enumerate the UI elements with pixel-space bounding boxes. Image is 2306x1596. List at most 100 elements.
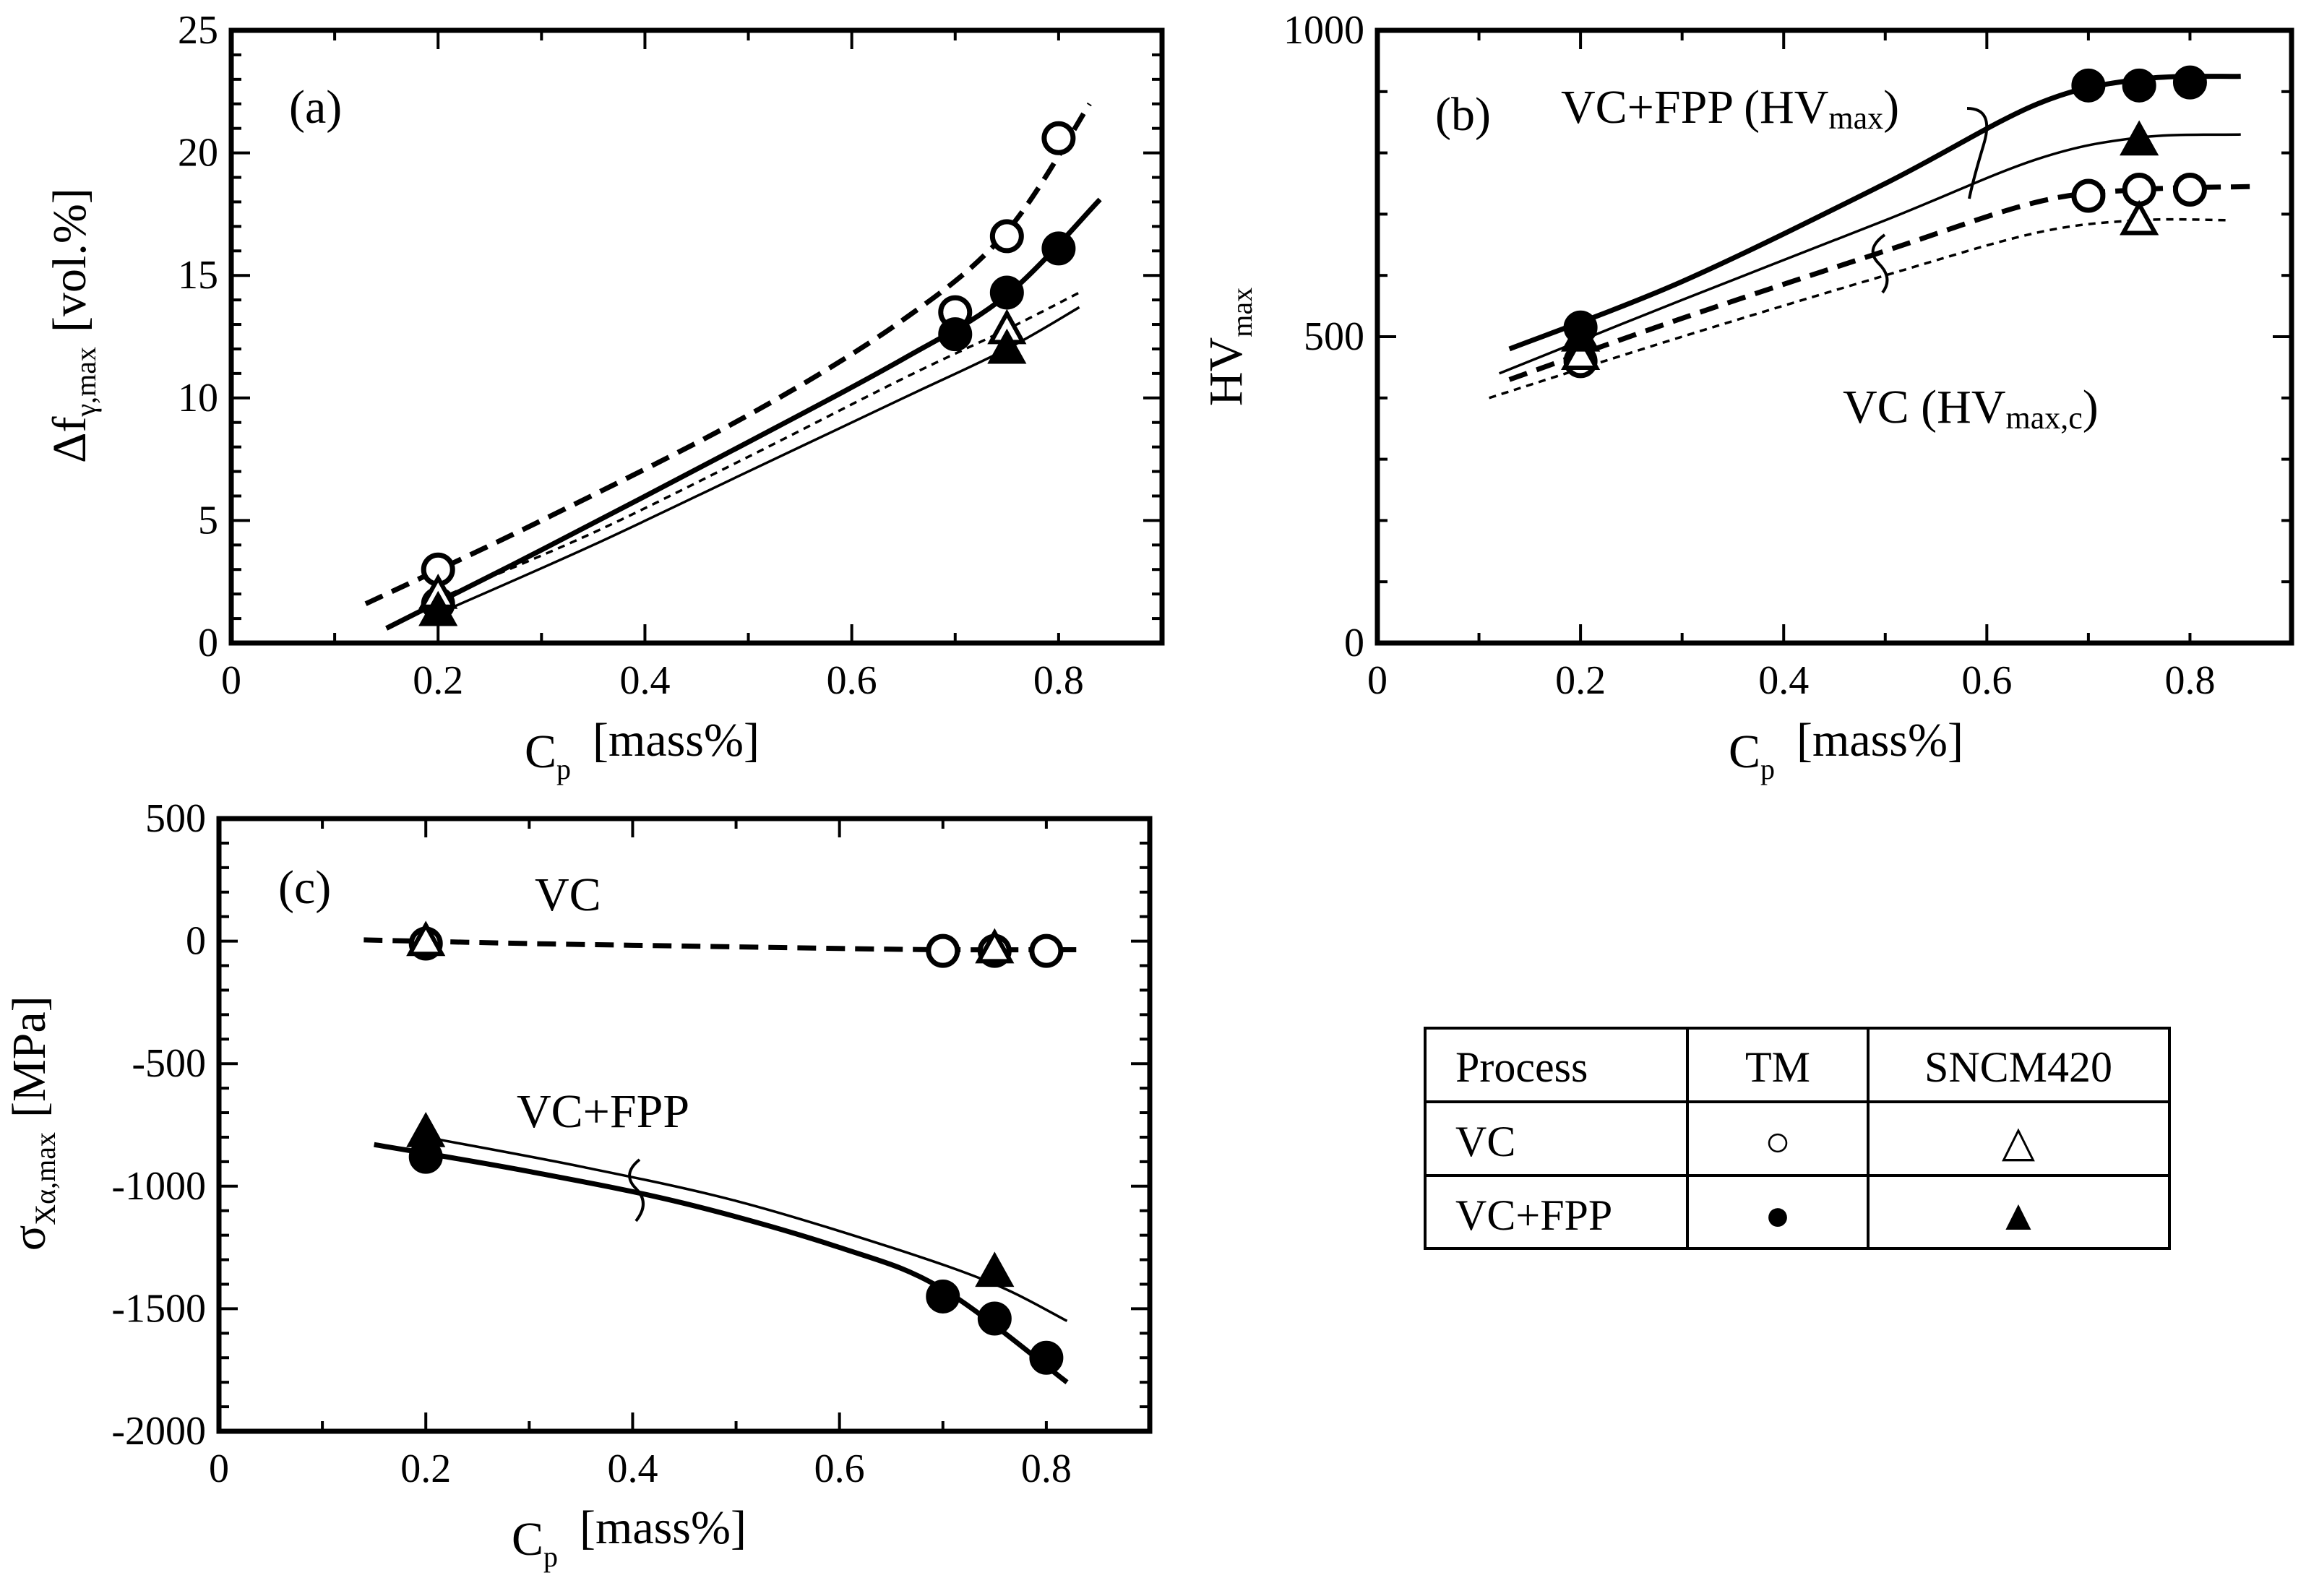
- panel-c: 0 0.2 0.4 0.6 0.8 -2000 -1500 -1000 -500 0 500 (c)…: [3, 796, 1153, 1573]
- panel-c-y-tick-label: -2000: [111, 1409, 206, 1454]
- legend-filled-circle-symbol: ●: [1765, 1191, 1791, 1239]
- panel-b-bracket-vcfpp: [1966, 107, 1989, 199]
- panel-b-x-tick-label: 0.8: [2164, 658, 2215, 703]
- panel-a-y-tick-label: 20: [178, 131, 218, 176]
- panel-c-bracket-vcfpp: [628, 1158, 645, 1222]
- panel-b-open-circle-marker: [2122, 172, 2156, 207]
- panel-a-xlabel-unit: [mass%]: [593, 714, 760, 767]
- panel-b-xlabel-unit: [mass%]: [1797, 714, 1963, 767]
- panel-c-fit-curve: [374, 1142, 1069, 1384]
- legend-row-process: VC+FPP: [1455, 1191, 1612, 1239]
- panel-b-markers: [1561, 65, 2207, 379]
- panel-c-ticks: 0 0.2 0.4 0.6 0.8 -2000 -1500 -1000 -500 0 500: [111, 796, 1151, 1491]
- panel-c-y-tick-label: -1500: [111, 1286, 206, 1331]
- panel-a-filled-circle-marker: [989, 275, 1024, 310]
- panel-c-y-tick-label: -500: [132, 1041, 206, 1086]
- panel-c-y-tick-label: -1000: [111, 1164, 206, 1209]
- legend-table: Process TM SNCM420 VC ○ △ VC+FPP ● ▲: [1424, 1027, 2171, 1250]
- panel-a-x-tick-label: 0.6: [827, 658, 877, 703]
- panel-b-filled-circle-marker: [2122, 68, 2156, 103]
- legend-header-process: Process: [1455, 1043, 1588, 1091]
- legend-header-sncm420: SNCM420: [1924, 1043, 2112, 1091]
- panel-c-x-tick-label: 0: [209, 1446, 229, 1491]
- panel-a-filled-circle-marker: [938, 317, 973, 352]
- panel-a-y-tick-label: 0: [198, 621, 218, 665]
- legend-open-triangle-symbol: △: [2002, 1118, 2035, 1165]
- panel-b-fit-curve: [1489, 217, 2231, 400]
- panel-c-filled-circle-marker: [1029, 1340, 1064, 1375]
- panel-a-filled-triangle-marker: [987, 328, 1027, 364]
- panel-b-x-tick-label: 0: [1367, 658, 1388, 703]
- panel-a-frame: [228, 27, 1165, 646]
- panel-c-filled-circle-marker: [977, 1301, 1012, 1336]
- legend-header-tm: TM: [1745, 1043, 1810, 1091]
- panel-b-ylabel: HVmax: [1200, 288, 1258, 406]
- panel-a-y-tick-label: 10: [178, 376, 218, 420]
- panel-c-open-circle-marker: [926, 933, 960, 968]
- panel-b-y-tick-label: 500: [1304, 314, 1364, 359]
- panel-b-annotation-vcfpp: VC+FPP (HVmax): [1561, 81, 1899, 136]
- panel-c-xlabel: Cp: [512, 1513, 558, 1573]
- panel-a-ylabel: Δfγ,max [vol.%]: [43, 188, 102, 463]
- legend-table-border: [1424, 1027, 2171, 1250]
- panel-a-y-tick-label: 5: [198, 498, 218, 543]
- panel-a-x-tick-label: 0.2: [413, 658, 463, 703]
- panel-a-y-tick-label: 15: [178, 253, 218, 298]
- panel-a-x-tick-label: 0.4: [619, 658, 670, 703]
- panel-b-y-tick-label: 0: [1344, 621, 1364, 665]
- panel-b-xlabel: Cp: [1729, 725, 1775, 785]
- panel-a-y-tick-label: 25: [178, 8, 218, 53]
- panel-a-ticks: 0 0.2 0.4 0.6 0.8 0 5 10 15 20 25: [178, 8, 1163, 703]
- panel-b-filled-triangle-marker: [1561, 316, 1601, 352]
- panel-b-filled-circle-marker: [2071, 68, 2106, 103]
- panel-a-fit-curve: [385, 197, 1102, 631]
- panel-c-open-circle-marker: [1029, 933, 1064, 968]
- panel-c-label: (c): [278, 861, 331, 914]
- panel-c-x-tick-label: 0.8: [1021, 1446, 1072, 1491]
- panel-a-filled-triangle-marker: [418, 590, 458, 626]
- panel-c-open-triangle-marker: [406, 920, 446, 957]
- panel-b-filled-circle-marker: [2172, 65, 2207, 100]
- svg-text:[MPa]: [MPa]: [3, 996, 56, 1118]
- panel-b-ticks: 0 0.2 0.4 0.6 0.8 0 500 1000: [1283, 8, 2293, 703]
- legend-filled-triangle-symbol: ▲: [1997, 1191, 2039, 1239]
- panel-a-x-tick-label: 0.8: [1033, 658, 1084, 703]
- panel-a-x-tick-label: 0: [221, 658, 241, 703]
- panel-b-filled-triangle-marker: [2120, 120, 2159, 156]
- panel-a-filled-circle-marker: [1041, 231, 1076, 266]
- panel-a-fit-curve: [437, 306, 1080, 615]
- panel-c-x-tick-label: 0.4: [607, 1446, 658, 1491]
- panel-c-open-triangle-marker: [975, 928, 1015, 964]
- panel-a: 0 0.2 0.4 0.6 0.8 0 5 10 15 20 25 (a) Cp [mass%] Δ…: [43, 8, 1165, 785]
- panel-a-curves: [364, 102, 1102, 631]
- panel-c-y-tick-label: 500: [145, 796, 206, 841]
- panel-b-open-circle-marker: [2071, 178, 2106, 213]
- panel-a-xlabel: Cp: [525, 725, 571, 785]
- panel-b-open-triangle-marker: [2120, 199, 2159, 236]
- legend-row-process: VC: [1455, 1118, 1515, 1165]
- panel-c-ylabel: σXα,max [MPa]: [3, 996, 61, 1251]
- panel-a-open-circle-marker: [989, 219, 1024, 254]
- panel-b-x-tick-label: 0.4: [1758, 658, 1809, 703]
- panel-b-open-triangle-marker: [1561, 335, 1601, 371]
- panel-c-annotation-vc: VC: [535, 868, 601, 921]
- panel-c-filled-triangle-marker: [406, 1111, 446, 1147]
- panel-b-x-tick-label: 0.2: [1555, 658, 1606, 703]
- panel-c-curves: [363, 937, 1077, 1384]
- svg-text:Δfγ,max: Δfγ,max: [43, 347, 102, 463]
- panel-c-filled-circle-marker: [926, 1279, 960, 1314]
- svg-text:σXα,max: σXα,max: [3, 1132, 61, 1251]
- panel-c-filled-triangle-marker: [975, 1251, 1015, 1287]
- svg-text:[vol.%]: [vol.%]: [43, 188, 96, 332]
- panel-c-x-tick-label: 0.6: [814, 1446, 865, 1491]
- panel-b-annotation-vc: VC (HVmax,c): [1843, 381, 2099, 436]
- svg-text:HVmax: HVmax: [1200, 288, 1258, 406]
- panel-c-frame: [216, 816, 1153, 1434]
- panel-b-open-circle-marker: [2172, 172, 2207, 207]
- panel-c-fit-curve: [425, 1136, 1068, 1322]
- panel-b-x-tick-label: 0.6: [1961, 658, 2012, 703]
- panel-b-bracket-vc: [1871, 233, 1889, 294]
- panel-c-fit-curve: [363, 937, 1077, 953]
- panel-b-fit-curve: [1508, 184, 2251, 382]
